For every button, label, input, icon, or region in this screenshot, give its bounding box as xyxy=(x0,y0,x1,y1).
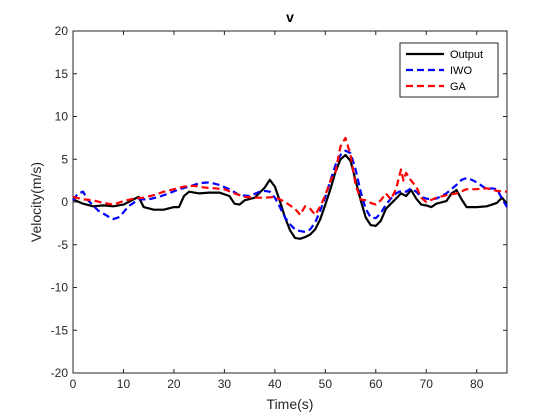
y-tick-label: 20 xyxy=(55,24,69,38)
legend-label: GA xyxy=(450,81,467,93)
y-tick-label: 5 xyxy=(61,152,68,166)
y-tick-label: 0 xyxy=(61,195,68,209)
y-tick-label: 15 xyxy=(55,67,69,81)
legend-label: Output xyxy=(450,49,483,61)
y-axis-label: Velocity(m/s) xyxy=(28,162,44,242)
series-line-output xyxy=(72,153,508,240)
series-line-iwo xyxy=(72,149,508,233)
legend: Output IWO GA xyxy=(399,42,499,98)
x-tick-label: 60 xyxy=(369,377,383,391)
y-tick-label: 10 xyxy=(55,110,69,124)
y-tick-label: -10 xyxy=(51,281,69,295)
series-line-ga xyxy=(72,136,508,216)
y-tick-label: -5 xyxy=(57,238,68,252)
y-tick-label: -15 xyxy=(51,323,69,337)
axis-ticks: 0 10 20 30 40 50 60 70 80 -20 -15 -10 -5 0 5 10 15 20 xyxy=(51,24,507,391)
x-tick-label: 70 xyxy=(420,377,434,391)
x-tick-label: 50 xyxy=(319,377,333,391)
legend-box xyxy=(399,42,499,98)
chart-title: v xyxy=(286,9,294,25)
x-tick-label: 0 xyxy=(70,377,77,391)
x-tick-label: 10 xyxy=(117,377,131,391)
series-layer xyxy=(72,136,508,240)
x-tick-label: 30 xyxy=(218,377,232,391)
x-tick-label: 80 xyxy=(470,377,484,391)
x-axis-label: Time(s) xyxy=(267,396,314,412)
y-tick-label: -20 xyxy=(51,366,69,380)
legend-label: IWO xyxy=(450,65,472,77)
x-tick-label: 20 xyxy=(167,377,181,391)
x-tick-label: 40 xyxy=(268,377,282,391)
